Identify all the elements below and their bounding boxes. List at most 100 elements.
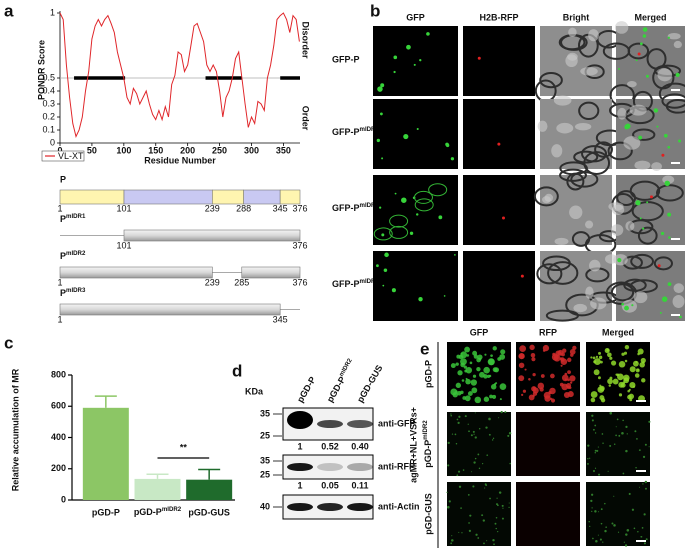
signal <box>591 414 594 417</box>
signal <box>458 531 460 533</box>
signal <box>492 437 495 440</box>
legend-box <box>41 150 85 162</box>
signal <box>463 365 467 369</box>
signal <box>635 59 638 62</box>
construct-name-text: P <box>60 214 66 224</box>
signal <box>637 531 639 533</box>
signal <box>587 444 590 447</box>
signal <box>497 531 499 533</box>
signal <box>625 123 631 129</box>
domain-segment <box>123 229 301 242</box>
micrograph <box>463 251 535 321</box>
column-header: GFP <box>406 12 425 22</box>
signal <box>642 34 647 38</box>
signal <box>639 217 642 220</box>
lane-label-sup: mIDR2 <box>338 357 354 378</box>
cell-light <box>611 224 624 236</box>
row-label-text: GFP-P <box>332 127 360 137</box>
signal <box>502 507 504 509</box>
signal <box>498 491 502 494</box>
signal <box>622 472 625 475</box>
signal <box>638 449 641 452</box>
signal <box>451 433 454 435</box>
signal <box>621 352 625 356</box>
cell-outline <box>571 231 591 247</box>
column-header: GFP <box>470 327 489 337</box>
micrograph <box>373 26 458 96</box>
signal <box>460 362 465 368</box>
signal <box>634 430 637 433</box>
cell-outline <box>533 186 559 207</box>
position-label: 101 <box>116 240 131 250</box>
signal <box>550 397 553 401</box>
cell-outline-gfp <box>373 227 393 241</box>
signal <box>661 153 665 157</box>
signal <box>520 274 524 278</box>
signal <box>469 514 472 517</box>
signal <box>569 381 573 384</box>
signal <box>625 425 628 429</box>
y-tick-label: 200 <box>51 463 66 473</box>
y-tick-label: 0.4 <box>42 85 55 95</box>
signal <box>458 354 464 360</box>
signal <box>495 516 498 519</box>
position-label: 376 <box>292 203 307 213</box>
signal <box>518 353 525 360</box>
signal <box>426 32 430 36</box>
cell-light <box>573 303 588 313</box>
signal <box>454 433 457 436</box>
position-label: 1 <box>57 314 62 324</box>
cell-light <box>567 52 578 61</box>
signal <box>409 231 414 235</box>
signal <box>640 42 643 46</box>
domain-segment <box>59 266 213 279</box>
signal <box>634 373 640 378</box>
signal <box>643 513 646 516</box>
construct-name-text: P <box>60 251 66 261</box>
panel-letter: a <box>4 1 14 20</box>
signal <box>607 352 612 358</box>
signal <box>624 544 628 547</box>
micrograph <box>516 412 580 476</box>
cell-light <box>556 122 574 134</box>
cell-outline <box>655 184 684 202</box>
signal <box>664 180 670 187</box>
cell-light <box>569 205 583 220</box>
signal <box>649 195 653 199</box>
signal <box>467 423 469 425</box>
signal <box>631 508 635 511</box>
signal <box>532 373 536 377</box>
bar <box>82 407 129 500</box>
domain-segment <box>279 189 301 205</box>
signal <box>623 351 628 355</box>
micrograph <box>540 99 612 169</box>
signal <box>478 467 481 470</box>
antibody-label: anti-Actin <box>378 501 420 511</box>
row-label: GFP-PmIDR2 <box>332 202 379 214</box>
signal <box>540 374 545 378</box>
signal <box>675 72 680 77</box>
x-tick-label: 300 <box>244 145 259 155</box>
band <box>347 463 373 471</box>
cell-outline <box>536 263 563 285</box>
signal <box>591 510 593 513</box>
signal <box>594 510 597 513</box>
y-tick-label: 800 <box>51 369 66 379</box>
signal <box>483 374 488 379</box>
position-label: 101 <box>116 203 131 213</box>
signal <box>587 457 589 460</box>
signal <box>468 522 470 524</box>
cell-light <box>672 294 685 308</box>
signal <box>460 390 464 395</box>
signal <box>438 215 443 220</box>
y-tick-label: 0.2 <box>42 111 55 121</box>
signal <box>522 389 527 393</box>
signal <box>589 525 591 528</box>
x-axis-title: Residue Number <box>144 155 216 165</box>
signal <box>492 539 495 542</box>
signal <box>628 393 635 400</box>
signal <box>486 374 491 378</box>
signal <box>474 412 476 414</box>
signal <box>607 378 613 385</box>
signal <box>667 145 671 149</box>
